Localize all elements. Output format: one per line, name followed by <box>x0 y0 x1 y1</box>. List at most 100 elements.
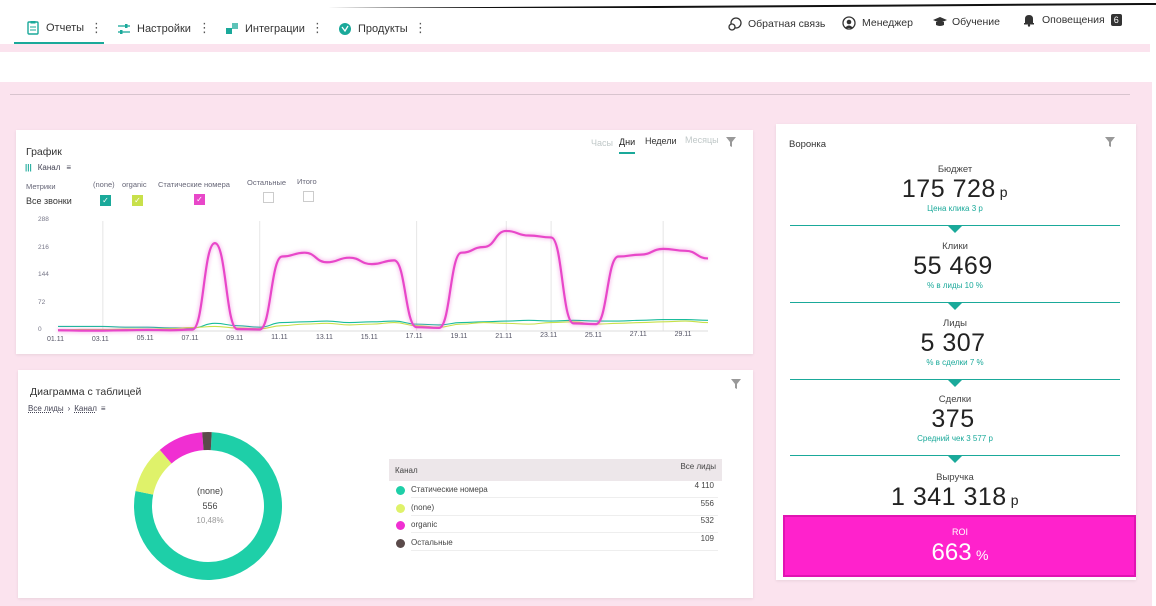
funnel-arrow-icon <box>948 456 962 463</box>
dashboard-divider <box>10 94 1130 95</box>
checkbox-organic[interactable]: ✓ <box>132 195 143 206</box>
series-line-static <box>57 318 709 329</box>
x-tick-label: 11.11 <box>271 334 288 342</box>
funnel-stage-conversion: Средний чек 3 577 р <box>917 434 993 443</box>
donut-slice[interactable] <box>202 432 212 451</box>
x-tick-label: 15.11 <box>360 333 378 341</box>
roi-unit: % <box>976 547 989 563</box>
x-tick-label: 07.11 <box>181 334 199 342</box>
channel-color-dot <box>396 521 405 530</box>
manager-link[interactable]: Менеджер <box>842 13 913 33</box>
series-line-organic <box>57 229 709 332</box>
row-divider <box>411 497 718 498</box>
funnel-stage: Лиды 5 307% в сделки 7 % <box>790 318 1120 367</box>
settings-menu-dots[interactable]: ⋮ <box>198 20 211 35</box>
all-calls-row-label: Все звонки <box>26 196 72 206</box>
x-tick-label: 19.11 <box>450 332 468 340</box>
channel-name: (none) <box>411 502 435 512</box>
tab-months[interactable]: Месяцы <box>685 135 719 145</box>
reports-menu-dots[interactable]: ⋮ <box>90 20 103 35</box>
nav-item-reports[interactable]: Отчеты <box>14 14 104 44</box>
table-row[interactable]: Остальные 109 <box>389 533 722 554</box>
legend-organic: organic <box>122 180 147 189</box>
nav-item-settings[interactable]: Настройки <box>117 14 191 44</box>
tab-weeks[interactable]: Недели <box>645 136 677 146</box>
channel-leads-value: 109 <box>700 533 714 543</box>
funnel-filter-icon[interactable] <box>1105 134 1115 152</box>
row-divider <box>411 532 718 533</box>
legend-static: Статические номера <box>158 180 230 189</box>
donut-slice[interactable] <box>135 449 172 495</box>
donut-center-pct: 10,48% <box>196 516 224 525</box>
funnel-stage-value-row: 55 469 <box>790 252 1120 281</box>
funnel-divider <box>790 379 1120 380</box>
nav-item-integrations[interactable]: Интеграции <box>225 14 305 44</box>
group-by-channel[interactable]: ||| Канал ≡ <box>25 163 71 172</box>
donut-slice[interactable] <box>159 432 204 464</box>
funnel-stage-value-row: 5 307 <box>790 329 1120 358</box>
products-menu-dots[interactable]: ⋮ <box>414 20 427 35</box>
feedback-link[interactable]: Обратная связь <box>728 14 825 34</box>
channel-leads-value: 4 110 <box>694 481 714 490</box>
feedback-label: Обратная связь <box>748 18 826 30</box>
x-tick-label: 01.11 <box>47 336 64 343</box>
graph-filter-icon[interactable] <box>726 134 736 152</box>
y-tick-label: 144 <box>38 271 49 278</box>
funnel-stage-unit: р <box>1010 492 1019 508</box>
filter-all-leads[interactable]: Все лиды <box>28 404 64 413</box>
legend-total: Итого <box>297 177 317 186</box>
checkbox-static[interactable]: ✓ <box>194 194 205 205</box>
series-line-none <box>57 320 709 331</box>
roi-block <box>783 515 1136 577</box>
legend-other: Остальные <box>247 178 287 187</box>
table-row[interactable]: (none) 556 <box>389 499 722 519</box>
funnel-stage-conversion: % в лиды 10 % <box>927 281 983 290</box>
x-tick-label: 29.11 <box>674 331 692 339</box>
table-row[interactable]: Статические номера 4 110 <box>389 481 722 501</box>
checkbox-none[interactable]: ✓ <box>100 195 111 206</box>
x-tick-label: 09.11 <box>226 334 244 342</box>
manager-label: Менеджер <box>862 17 913 29</box>
row-divider <box>411 549 718 551</box>
funnel-stage-conversion: Цена клика 3 р <box>927 204 983 213</box>
integrations-icon <box>225 22 239 36</box>
legend-none: (none) <box>93 180 115 189</box>
x-tick-label: 21.11 <box>495 332 513 340</box>
filter-channel[interactable]: Канал <box>74 404 97 413</box>
bell-icon <box>1022 13 1036 27</box>
funnel-stage-label: Сделки <box>938 394 972 405</box>
checkbox-other[interactable] <box>263 192 274 203</box>
funnel-stage-conversion: % в сделки 7 % <box>926 358 984 367</box>
nav-item-products[interactable]: Продукты <box>338 14 408 44</box>
learning-link[interactable]: Обучение <box>932 12 1000 32</box>
channel-color-dot <box>396 486 405 495</box>
reports-icon <box>26 21 40 35</box>
manager-icon <box>842 16 856 30</box>
funnel-divider <box>790 302 1120 303</box>
x-tick-label: 03.11 <box>91 335 109 343</box>
table-row[interactable]: organic 532 <box>389 516 722 536</box>
funnel-stage-value: 375 <box>931 405 975 433</box>
funnel-stage-label: Бюджет <box>937 164 973 175</box>
donut-filters: Все лиды › Канал ≡ <box>28 404 106 413</box>
nav-item-label: Настройки <box>137 23 191 35</box>
funnel-card <box>776 124 1136 580</box>
top-navigation-bar <box>0 8 1150 46</box>
funnel-stage-label: Клики <box>942 241 968 252</box>
funnel-arrow-icon <box>948 380 962 387</box>
checkbox-total[interactable] <box>303 191 314 202</box>
notifications-count-badge: 6 <box>1110 14 1122 26</box>
donut-filter-icon[interactable] <box>731 376 741 394</box>
tab-days[interactable]: Дни <box>619 137 636 154</box>
y-tick-label: 72 <box>38 298 46 306</box>
tab-hours[interactable]: Часы <box>591 138 613 148</box>
y-tick-label: 0 <box>38 326 42 333</box>
donut-center-label: (none) <box>196 486 223 496</box>
funnel-arrow-icon <box>948 303 962 310</box>
integrations-menu-dots[interactable]: ⋮ <box>311 20 324 35</box>
nav-item-label: Продукты <box>358 23 408 35</box>
notifications-link[interactable]: Оповещения 6 <box>1022 10 1122 30</box>
funnel-stage: Бюджет 175 728 р Цена клика 3 р <box>790 164 1120 213</box>
table-header: Канал Все лиды <box>389 459 722 481</box>
channel-name: Статические номера <box>411 485 488 494</box>
